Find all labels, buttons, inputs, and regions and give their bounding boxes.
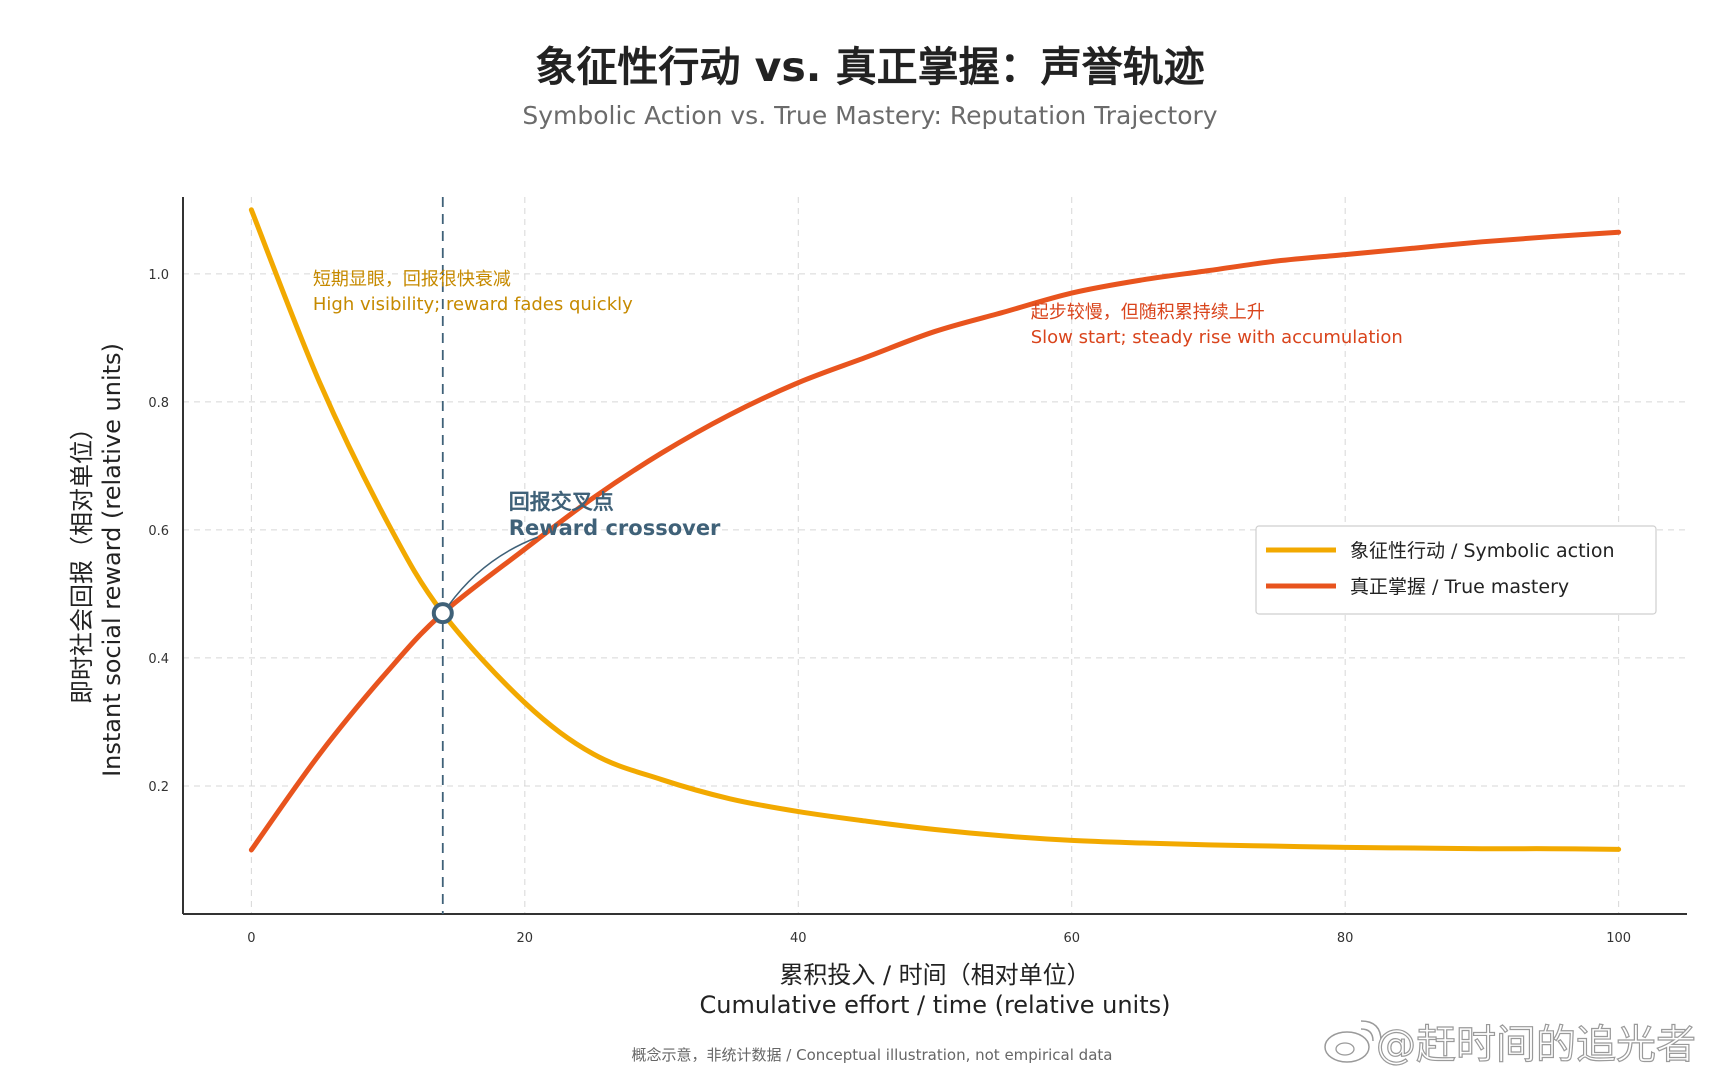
axes bbox=[182, 197, 1687, 915]
watermark: @赶时间的追光者 bbox=[1324, 1020, 1697, 1069]
x-axis-label-cn: 累积投入 / 时间（相对单位） bbox=[779, 961, 1090, 989]
y-axis-label-cn: 即时社会回报（相对单位） bbox=[68, 416, 96, 704]
y-tick-label: 0.6 bbox=[148, 524, 169, 539]
y-axis-label-en: Instant social reward (relative units) bbox=[98, 343, 126, 777]
legend-box bbox=[1255, 525, 1657, 615]
watermark-text: @赶时间的追光者 bbox=[1376, 1022, 1696, 1068]
crossover-leader-line bbox=[448, 536, 539, 606]
x-tick-label: 80 bbox=[1337, 931, 1354, 946]
y-tick-label: 0.8 bbox=[148, 396, 169, 411]
chart-subtitle: Symbolic Action vs. True Mastery: Reputa… bbox=[522, 101, 1217, 130]
x-tick-label: 20 bbox=[517, 931, 534, 946]
x-tick-label: 0 bbox=[247, 931, 255, 946]
y-tick-label: 1.0 bbox=[148, 268, 169, 283]
annotation-symbolic-cn: 短期显眼，回报很快衰减 bbox=[313, 269, 511, 290]
y-tick-label: 0.4 bbox=[148, 652, 169, 667]
annotation-symbolic-en: High visibility; reward fades quickly bbox=[313, 294, 633, 315]
x-tick-label: 40 bbox=[790, 931, 807, 946]
x-tick-label: 100 bbox=[1606, 931, 1631, 946]
annotation-crossover-cn: 回报交叉点 bbox=[509, 490, 614, 514]
footnote: 概念示意，非统计数据 / Conceptual illustration, no… bbox=[632, 1046, 1113, 1064]
grid-lines bbox=[183, 197, 1687, 914]
legend-label-symbolic: 象征性行动 / Symbolic action bbox=[1350, 540, 1615, 562]
annotation-mastery-cn: 起步较慢，但随积累持续上升 bbox=[1031, 302, 1265, 323]
annotation-mastery-en: Slow start; steady rise with accumulatio… bbox=[1031, 327, 1403, 348]
x-tick-label: 60 bbox=[1063, 931, 1080, 946]
series-line-symbolic bbox=[248, 207, 1622, 852]
legend-label-mastery: 真正掌握 / True mastery bbox=[1350, 576, 1569, 598]
chart-title: 象征性行动 vs. 真正掌握：声誉轨迹 bbox=[535, 43, 1204, 91]
annotation-crossover-en: Reward crossover bbox=[509, 516, 721, 540]
weibo-logo-icon bbox=[1324, 1020, 1382, 1063]
legend: 象征性行动 / Symbolic action 真正掌握 / True mast… bbox=[1255, 525, 1657, 615]
crossover-marker bbox=[431, 602, 454, 625]
x-axis-label-en: Cumulative effort / time (relative units… bbox=[700, 991, 1171, 1019]
y-tick-labels: 0.2 0.4 0.6 0.8 1.0 bbox=[148, 268, 169, 795]
x-tick-labels: 0 20 40 60 80 100 bbox=[247, 931, 1631, 946]
y-tick-label: 0.2 bbox=[148, 780, 169, 795]
